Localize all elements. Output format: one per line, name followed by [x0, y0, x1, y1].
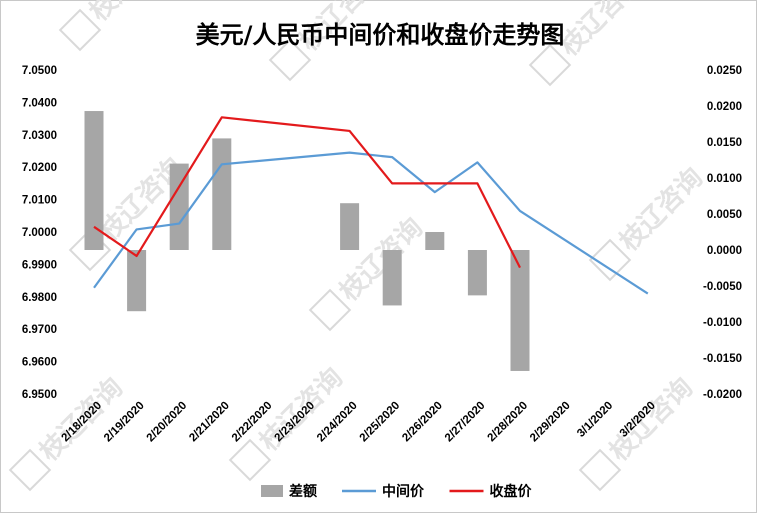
right-tick-label: -0.0050	[703, 281, 742, 293]
left-tick-label: 6.9500	[22, 389, 57, 401]
watermark-mark	[578, 448, 622, 492]
left-tick-label: 6.9700	[22, 324, 57, 336]
watermark-text: 枝辽咨询	[84, 0, 179, 27]
bar-2/20/2020	[169, 163, 189, 250]
line-中间价	[93, 151, 649, 295]
x-tick-label: 3/1/2020	[575, 400, 615, 440]
watermark-mark	[308, 288, 352, 332]
watermark-mark	[8, 448, 52, 492]
watermark-text: 枝辽咨询	[604, 372, 699, 467]
right-tick-label: -0.0100	[703, 317, 742, 329]
watermark-mark	[268, 38, 312, 82]
bar-2/27/2020	[467, 250, 487, 296]
watermark-logo: 枝辽咨询	[58, 0, 179, 52]
bar-2/21/2020	[212, 138, 232, 250]
x-tick-label: 2/26/2020	[400, 400, 445, 445]
line-收盘价	[93, 116, 521, 269]
left-tick-label: 6.9800	[22, 292, 57, 304]
bar-2/18/2020	[84, 111, 104, 250]
watermark-text: 枝辽咨询	[554, 0, 649, 62]
legend: 差额 中间价 收盘价	[261, 483, 532, 500]
bar-2/25/2020	[382, 250, 402, 306]
bar-2/24/2020	[340, 203, 360, 250]
watermark-logo: 枝辽咨询	[588, 162, 709, 282]
x-tick-label: 2/28/2020	[485, 400, 530, 445]
legend-label: 中间价	[382, 483, 425, 500]
watermark-logo: 枝辽咨询	[578, 372, 699, 492]
watermark-logo: 枝辽咨询	[308, 212, 429, 332]
right-tick-label: -0.0150	[703, 353, 742, 365]
x-tick-label: 2/25/2020	[358, 400, 403, 445]
x-tick-label: 2/21/2020	[187, 400, 232, 445]
watermark-mark	[58, 8, 102, 52]
right-axis: -0.0200 -0.0150 -0.0100 -0.0050 0.0000 0.0050…	[703, 65, 742, 401]
left-tick-label: 7.0000	[22, 227, 57, 239]
legend-swatch	[261, 485, 283, 497]
bar-2/28/2020	[510, 250, 530, 371]
bar-2/26/2020	[425, 232, 445, 250]
x-tick-label: 2/27/2020	[443, 400, 488, 445]
right-tick-label: 0.0000	[707, 245, 742, 257]
left-tick-label: 7.0200	[22, 162, 57, 174]
left-tick-label: 7.0300	[22, 130, 57, 142]
x-tick-label: 2/29/2020	[528, 400, 573, 445]
left-tick-label: 7.0400	[22, 97, 57, 109]
watermark-mark	[228, 438, 272, 482]
chart-title: 美元/人民币中间价和收盘价走势图	[196, 21, 565, 49]
right-tick-label: 0.0250	[707, 65, 742, 77]
left-tick-label: 6.9600	[22, 357, 57, 369]
bar-series	[84, 111, 530, 371]
left-tick-label: 7.0500	[22, 65, 57, 77]
watermark-text: 枝辽咨询	[614, 162, 709, 257]
legend-label: 收盘价	[490, 483, 533, 500]
watermark-mark	[528, 43, 572, 87]
bar-2/19/2020	[127, 250, 147, 312]
x-axis: 2/18/20202/19/20202/20/20202/21/20202/22…	[59, 400, 657, 445]
legend-label: 差额	[289, 483, 317, 500]
left-axis: 6.9500 6.9600 6.9700 6.9800 6.9900 7.0000 7.01…	[22, 65, 57, 401]
right-tick-label: -0.0200	[703, 389, 742, 401]
line-series	[93, 116, 649, 295]
right-tick-label: 0.0050	[707, 209, 742, 221]
left-tick-label: 7.0100	[22, 195, 57, 207]
watermark-mark	[588, 238, 632, 282]
x-tick-label: 2/20/2020	[145, 400, 190, 445]
right-tick-label: 0.0150	[707, 137, 742, 149]
right-tick-label: 0.0100	[707, 173, 742, 185]
left-tick-label: 6.9900	[22, 259, 57, 271]
right-tick-label: 0.0200	[707, 101, 742, 113]
